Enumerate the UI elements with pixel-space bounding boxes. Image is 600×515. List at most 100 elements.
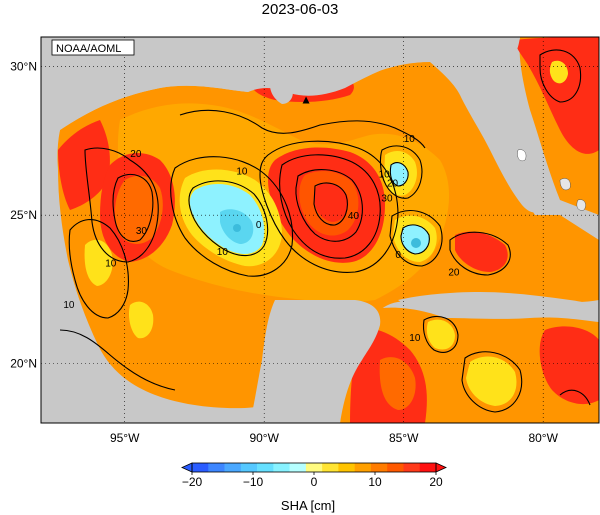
longitude-label: 95°W xyxy=(110,431,140,445)
colorbar-tick-label: 0 xyxy=(311,475,318,489)
yellow-patch-west-2 xyxy=(128,301,154,339)
contour-label: 10 xyxy=(217,247,229,258)
colorbar-segment xyxy=(273,463,290,472)
map-grid xyxy=(41,37,599,423)
latitude-label: 30°N xyxy=(10,60,37,74)
contour-label: 10 xyxy=(379,170,391,181)
contour-label: 20 xyxy=(387,178,399,189)
longitude-label: 90°W xyxy=(249,431,279,445)
bahamas-island-1 xyxy=(559,178,571,191)
contour-label: 10 xyxy=(404,134,416,145)
yellow-patch-atlantic xyxy=(549,60,568,84)
contour-20-warm-eddy xyxy=(279,154,381,259)
cold-eddy-center xyxy=(233,224,241,232)
contour-20-east xyxy=(449,231,511,276)
colorbar-segment xyxy=(419,463,437,472)
contour-20-west xyxy=(84,147,159,263)
contour-lines xyxy=(59,49,591,413)
contour-0-south-eddy xyxy=(400,224,430,255)
colorbar-segment xyxy=(192,463,209,472)
colorbar-tick-label: −10 xyxy=(243,475,264,489)
red-anomaly-caribbean-east xyxy=(539,326,599,405)
yellow-patch-caribbean-2 xyxy=(466,356,517,406)
map-frame xyxy=(40,36,600,424)
cuba-land xyxy=(398,292,599,320)
mississippi-delta xyxy=(270,82,293,104)
contour-label: 20 xyxy=(130,149,142,160)
contour-10-caribbean-east xyxy=(461,351,523,413)
colorbar-tick-label: 10 xyxy=(368,475,382,489)
contour-10-warm-eddy xyxy=(259,140,399,273)
contour-10-caribbean-far xyxy=(559,389,591,406)
contour-10-north xyxy=(179,109,426,149)
contour-10-channel xyxy=(379,145,423,199)
bahamas-island-2 xyxy=(576,199,586,211)
contour-label: 40 xyxy=(348,211,360,222)
contour-10-cold-eddy xyxy=(170,156,294,277)
colorbar-segment xyxy=(289,463,307,472)
latitude-label: 25°N xyxy=(10,208,37,222)
red-anomaly-west-coast xyxy=(58,120,110,210)
colorbar-segment xyxy=(403,463,421,472)
latitude-label: 20°N xyxy=(10,357,37,371)
colorbar-tick-label: 20 xyxy=(429,475,443,489)
contour-10-atlantic xyxy=(539,49,582,103)
colorbar-segment xyxy=(305,463,323,472)
red-anomaly-atlantic xyxy=(515,37,599,154)
yellow-patch-west-1 xyxy=(84,239,113,286)
red-anomaly-east-gulf xyxy=(455,231,508,272)
station-marker-icon: ▲ xyxy=(300,92,312,106)
colorbar-segment xyxy=(208,463,225,472)
contour-10-caribbean xyxy=(422,316,459,353)
colorbar-segment xyxy=(370,463,388,472)
colorbar-segment xyxy=(338,463,355,472)
colorbar-segment xyxy=(354,463,372,472)
longitude-label: 85°W xyxy=(389,431,419,445)
contour-label: 0 xyxy=(256,220,262,231)
south-eddy-center xyxy=(411,238,421,248)
colorbar-segment xyxy=(240,463,258,472)
colorbar-max-arrow xyxy=(435,462,447,473)
contour-0-channel xyxy=(389,162,409,187)
map-title: 2023-06-03 xyxy=(261,1,339,18)
contour-0-cold-eddy xyxy=(188,180,269,257)
contour-40-warm-eddy xyxy=(313,182,348,226)
warm-eddy-inner-core xyxy=(314,183,349,222)
contour-label: 30 xyxy=(381,193,393,204)
colorbar-segment xyxy=(322,463,339,472)
florida-lake xyxy=(517,149,527,162)
longitude-labels: 95°W 90°W 85°W 80°W xyxy=(110,431,559,445)
contour-label: 0 xyxy=(395,250,401,261)
mexico-west-land xyxy=(41,130,250,423)
contour-10-west-coast xyxy=(59,329,176,391)
contour-label: 10 xyxy=(409,333,421,344)
orange-anomaly-caribbean xyxy=(379,357,416,410)
contour-label: 10 xyxy=(63,300,75,311)
contour-30-west xyxy=(112,174,154,242)
yellow-patch-caribbean-1 xyxy=(426,319,455,350)
florida-land xyxy=(430,58,545,213)
longitude-label: 80°W xyxy=(528,431,558,445)
contour-10-west xyxy=(68,219,129,319)
credit-box: NOAA/AOML xyxy=(51,39,135,56)
colorbar-min-arrow xyxy=(181,462,193,473)
contour-label: 30 xyxy=(136,226,148,237)
orange-core-west xyxy=(114,175,163,244)
colorbar-segment xyxy=(257,463,274,472)
contour-30-warm-eddy xyxy=(295,169,363,242)
contour-label: 10 xyxy=(105,259,117,270)
credit-text: NOAA/AOML xyxy=(56,43,121,55)
contour-label: 10 xyxy=(236,167,248,178)
colorbar-label: SHA [cm] xyxy=(281,498,335,513)
colorbar-segment xyxy=(224,463,242,472)
colorbar-segment xyxy=(387,463,404,472)
latitude-labels: 30°N 25°N 20°N xyxy=(10,60,37,371)
yucatan-land xyxy=(250,300,381,423)
colorbar: −20 −10 0 10 20 xyxy=(181,462,447,489)
contour-label: 20 xyxy=(448,268,460,279)
colorbar-tick-label: −20 xyxy=(182,475,203,489)
